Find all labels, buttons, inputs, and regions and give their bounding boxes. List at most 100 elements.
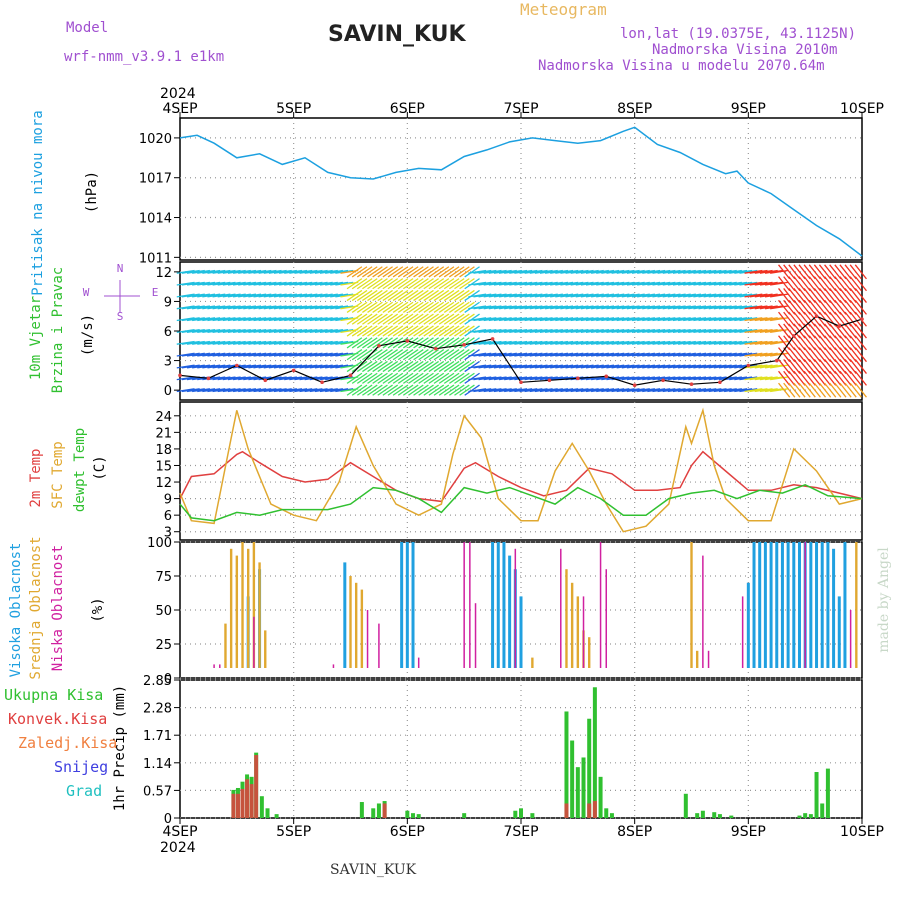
wind-arrow xyxy=(217,269,236,274)
wind-arrow xyxy=(723,376,742,381)
wind-arrow xyxy=(688,376,707,381)
wind-arrow xyxy=(611,317,630,322)
wind-arrow xyxy=(698,376,717,381)
wind-arrow xyxy=(683,293,702,298)
cloud-mid-bar xyxy=(690,542,693,668)
wind-arrow xyxy=(539,364,558,369)
wind-arrow xyxy=(662,305,681,310)
wind-arrow xyxy=(854,323,867,339)
wind-arrow xyxy=(723,305,742,310)
wind-arrow xyxy=(539,305,558,310)
wind-arrow xyxy=(330,364,349,369)
wind-arrow xyxy=(662,376,681,381)
wind-arrow xyxy=(778,323,791,339)
wind-arrow xyxy=(824,276,837,292)
wind-arrow xyxy=(273,340,292,345)
wind-arrow xyxy=(606,269,625,274)
wind-arrow xyxy=(642,340,661,345)
wind-arrow xyxy=(514,388,533,393)
wind-arrow xyxy=(356,278,373,290)
wind-arrow xyxy=(698,269,717,274)
wind-arrow xyxy=(382,384,399,396)
wind-arrow xyxy=(834,288,847,303)
wind-arrow xyxy=(473,340,492,345)
wind-arrow xyxy=(596,364,615,369)
cloud-high-bar xyxy=(786,542,790,668)
wind-arrow xyxy=(713,281,732,286)
wind-arrow xyxy=(232,376,251,381)
wind-arrow xyxy=(818,276,832,292)
wind-arrow xyxy=(258,293,277,298)
wind-arrow xyxy=(616,352,635,357)
precip-total-bar xyxy=(797,815,802,818)
wind-gust-point xyxy=(405,339,410,343)
wind-arrow xyxy=(808,323,821,339)
wind-arrow xyxy=(672,269,691,274)
wind-arrow xyxy=(207,329,226,333)
wind-gust-point xyxy=(837,324,842,328)
wind-arrow xyxy=(637,388,656,393)
wind-arrow xyxy=(289,340,308,345)
wind-arrow xyxy=(788,264,801,280)
wind-arrow xyxy=(299,388,318,393)
wind-arrow xyxy=(647,281,666,286)
wind-arrow xyxy=(693,364,712,369)
wind-arrow xyxy=(278,317,297,322)
wind-arrow xyxy=(788,359,801,374)
wind-arrow xyxy=(813,359,827,374)
wind-arrow xyxy=(575,364,594,369)
wind-arrow xyxy=(325,388,344,393)
wind-gust-point xyxy=(792,334,796,338)
wind-arrow xyxy=(783,288,796,303)
cloud-low-bar xyxy=(599,542,602,668)
wind-arrow xyxy=(667,376,686,381)
wind-arrow xyxy=(314,305,333,310)
wind-arrow xyxy=(631,269,650,274)
wind-arrow xyxy=(834,370,847,386)
wind-arrow xyxy=(478,340,497,345)
wind-arrow xyxy=(248,293,267,298)
wind-arrow xyxy=(580,340,599,345)
wind-arrow xyxy=(217,293,236,298)
wind-arrow xyxy=(565,340,584,345)
wind-arrow xyxy=(207,305,226,310)
wind-arrow xyxy=(433,325,450,337)
wind-arrow xyxy=(176,281,195,286)
wind-arrow xyxy=(718,281,737,286)
wind-arrow xyxy=(764,317,783,322)
wind-arrow xyxy=(723,352,742,357)
wind-arrow xyxy=(808,347,821,363)
wind-arrow xyxy=(555,352,574,357)
wind-arrow xyxy=(739,340,758,345)
wind-arrow xyxy=(319,269,338,274)
wind-arrow xyxy=(657,364,676,369)
wind-arrow xyxy=(488,293,507,298)
wind-arrow xyxy=(330,281,349,286)
wind-arrow xyxy=(454,266,470,278)
wind-arrow xyxy=(192,352,211,357)
wind-arrow xyxy=(667,329,686,333)
wind-arrow xyxy=(642,293,661,298)
wind-arrow xyxy=(362,266,378,278)
wind-arrow xyxy=(468,329,487,333)
wind-arrow xyxy=(839,359,852,374)
wind-arrow xyxy=(585,340,604,345)
pressure-unit: (hPa) xyxy=(84,171,100,213)
wind-arrow xyxy=(647,293,666,298)
wind-arrow xyxy=(402,384,419,396)
wind-arrow xyxy=(754,364,773,369)
wind-arrow xyxy=(560,329,579,333)
wind-arrow xyxy=(478,376,497,381)
wind-arrow xyxy=(703,388,722,393)
wind-arrow xyxy=(488,305,507,310)
wind-arrow xyxy=(754,305,773,310)
wind-arrow xyxy=(616,305,635,310)
wind-arrow xyxy=(778,359,791,374)
wind-arrow xyxy=(764,340,783,345)
wind-arrow xyxy=(601,269,620,274)
wind-arrow xyxy=(330,352,349,357)
cloud-ytick-label: 25 xyxy=(155,638,172,653)
wind-arrow xyxy=(534,364,553,369)
wind-arrow xyxy=(652,305,671,310)
wind-arrow xyxy=(596,352,615,357)
